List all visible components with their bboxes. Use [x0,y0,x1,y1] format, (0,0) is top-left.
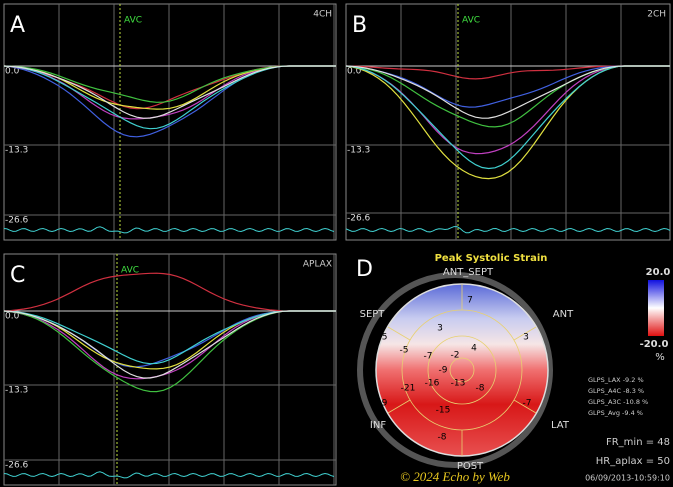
scale-max: 20.0 [646,267,671,278]
y-tick-label: -26.6 [347,214,371,224]
segment-value: -8 [476,384,485,394]
strain-curve [3,65,336,119]
segment-value: -19 [373,399,388,409]
segment-value: 3 [523,333,529,343]
glps-value: GLPS_A3C -10.8 % [588,398,648,406]
wall-label: LAT [551,420,570,431]
panel-frame [3,3,337,241]
y-tick-label: -13.3 [347,146,370,156]
segment-value: 4 [471,344,477,354]
glps-value: GLPS_LAX -9.2 % [588,376,644,384]
segment-value: -5 [379,333,388,343]
panel-letter: C [10,263,25,288]
strain-curve [3,310,336,379]
bullseye-title: Peak Systolic Strain [435,253,548,264]
y-tick-label: -26.6 [5,461,29,471]
strain-curve [3,272,336,312]
info-text: HR_aplax = 50 [596,456,670,467]
info-text: FR_min = 48 [606,437,670,448]
strain-curve [345,65,670,119]
ecg-trace [3,471,335,479]
watermark: © 2024 Echo by Web [400,469,510,484]
segment-value: -5 [400,346,409,356]
scale-unit: % [655,352,665,363]
ecg-trace [3,226,335,234]
segment-value: -16 [425,379,440,389]
segment-value: -13 [451,379,466,389]
segment-value: -9 [439,366,448,376]
panel-frame [345,3,671,241]
scale-min: -20.0 [640,339,669,350]
avc-label: AVC [124,16,142,26]
view-label: APLAX [303,260,332,270]
view-label: 2CH [647,10,666,20]
y-tick-label: 0.0 [5,312,20,322]
segment-value: -2 [451,351,460,361]
view-label: 4CH [313,10,332,20]
glps-value: GLPS_Avg -9.4 % [588,409,643,417]
strain-panel: 0.0 -13.3 -26.6 AVC A 4CH [3,3,337,241]
segment-value: -7 [523,399,532,409]
avc-label: AVC [121,266,139,276]
avc-label: AVC [462,16,480,26]
panel-letter: A [10,13,25,38]
panel-frame [3,253,337,486]
wall-label: POST [457,461,484,472]
wall-label: ANT [553,309,574,320]
wall-label: SEPT [360,309,386,320]
panel-letter: B [352,13,367,38]
ecg-trace [345,226,671,234]
wall-label: ANT_SEPT [443,267,494,278]
y-tick-label: -26.6 [5,216,29,226]
info-text: 06/09/2013-10:59:10 [585,474,670,483]
y-tick-label: 0.0 [347,67,362,77]
segment-value: 7 [467,296,473,306]
segment-value: -21 [401,384,416,394]
segment-value: -8 [438,433,447,443]
glps-value: GLPS_A4C -8.3 % [588,387,644,395]
y-tick-label: -13.3 [5,146,28,156]
segment-value: -7 [424,352,433,362]
outer-ring [357,272,553,468]
y-tick-label: -13.3 [5,386,28,396]
color-scale [648,280,664,336]
wall-label: INF [370,420,386,431]
strain-panel: 0.0 -13.3 -26.6 AVC C APLAX [3,253,337,486]
strain-panel: 0.0 -13.3 -26.6 AVC B 2CH [345,3,671,241]
segment-value: 3 [437,324,443,334]
segment-value: -15 [436,406,451,416]
segment-borders [387,284,537,456]
y-tick-label: 0.0 [5,67,20,77]
panel-letter: D [356,257,373,282]
